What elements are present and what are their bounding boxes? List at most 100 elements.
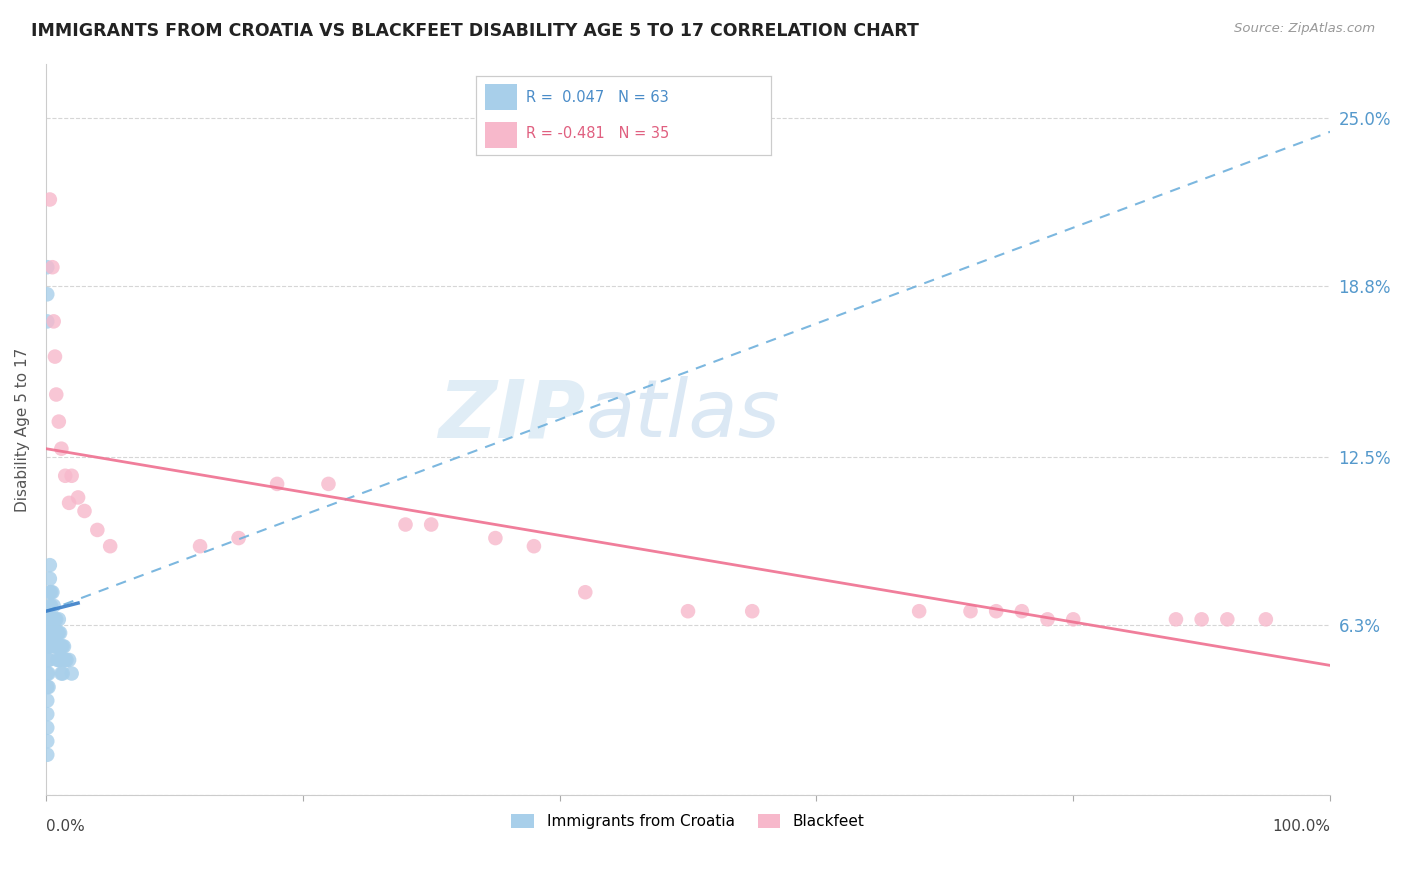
Point — [420, 517, 443, 532]
Text: ZIP: ZIP — [437, 376, 585, 454]
Point — [41, 260, 63, 275]
Point — [38, 653, 60, 667]
Y-axis label: Disability Age 5 to 17: Disability Age 5 to 17 — [15, 348, 30, 512]
Point — [67, 491, 90, 505]
Point — [1216, 612, 1239, 626]
Point — [986, 604, 1008, 618]
Point — [38, 599, 60, 613]
Point — [959, 604, 981, 618]
Point — [39, 599, 62, 613]
Point — [1191, 612, 1213, 626]
Point — [1036, 612, 1059, 626]
Point — [45, 626, 67, 640]
Point — [37, 734, 59, 748]
Point — [73, 504, 96, 518]
Point — [44, 626, 66, 640]
Point — [37, 314, 59, 328]
Point — [38, 585, 60, 599]
Point — [51, 442, 73, 456]
Point — [38, 626, 60, 640]
Point — [37, 693, 59, 707]
Point — [42, 640, 65, 654]
Point — [55, 653, 77, 667]
Point — [37, 747, 59, 762]
Point — [58, 653, 80, 667]
Point — [46, 653, 69, 667]
Point — [42, 612, 65, 626]
Point — [318, 476, 340, 491]
Point — [49, 626, 72, 640]
Point — [41, 626, 63, 640]
Point — [45, 640, 67, 654]
Point — [39, 612, 62, 626]
Point — [37, 680, 59, 694]
Point — [523, 539, 546, 553]
Text: 100.0%: 100.0% — [1272, 819, 1330, 834]
Point — [38, 612, 60, 626]
Point — [44, 612, 66, 626]
Point — [39, 585, 62, 599]
Point — [1254, 612, 1277, 626]
Point — [52, 666, 75, 681]
Point — [39, 626, 62, 640]
Point — [39, 626, 62, 640]
Point — [42, 599, 65, 613]
Point — [228, 531, 250, 545]
Point — [38, 193, 60, 207]
Point — [484, 531, 506, 545]
Point — [86, 523, 108, 537]
Point — [98, 539, 121, 553]
Point — [48, 612, 70, 626]
Point — [51, 666, 73, 681]
Point — [53, 468, 76, 483]
Point — [44, 640, 66, 654]
Point — [60, 666, 83, 681]
Point — [38, 626, 60, 640]
Point — [41, 585, 63, 599]
Point — [676, 604, 699, 618]
Point — [574, 585, 596, 599]
Point — [46, 626, 69, 640]
Point — [38, 653, 60, 667]
Legend: Immigrants from Croatia, Blackfeet: Immigrants from Croatia, Blackfeet — [505, 808, 870, 835]
Point — [52, 640, 75, 654]
Point — [741, 604, 763, 618]
Point — [37, 721, 59, 735]
Point — [188, 539, 211, 553]
Point — [39, 612, 62, 626]
Text: 0.0%: 0.0% — [46, 819, 84, 834]
Point — [48, 626, 70, 640]
Point — [58, 496, 80, 510]
Point — [38, 640, 60, 654]
Point — [48, 653, 70, 667]
Point — [38, 572, 60, 586]
Point — [37, 666, 59, 681]
Point — [45, 387, 67, 401]
Point — [49, 653, 72, 667]
Point — [38, 680, 60, 694]
Point — [1164, 612, 1187, 626]
Point — [45, 612, 67, 626]
Point — [38, 640, 60, 654]
Point — [52, 640, 75, 654]
Point — [1011, 604, 1033, 618]
Text: atlas: atlas — [585, 376, 780, 454]
Point — [42, 314, 65, 328]
Point — [1062, 612, 1084, 626]
Text: IMMIGRANTS FROM CROATIA VS BLACKFEET DISABILITY AGE 5 TO 17 CORRELATION CHART: IMMIGRANTS FROM CROATIA VS BLACKFEET DIS… — [31, 22, 918, 40]
Point — [48, 415, 70, 429]
Point — [41, 612, 63, 626]
Point — [37, 707, 59, 722]
Point — [38, 612, 60, 626]
Point — [38, 612, 60, 626]
Point — [394, 517, 416, 532]
Point — [60, 468, 83, 483]
Point — [38, 666, 60, 681]
Point — [51, 640, 73, 654]
Point — [908, 604, 931, 618]
Point — [53, 653, 76, 667]
Point — [42, 626, 65, 640]
Point — [37, 260, 59, 275]
Point — [44, 350, 66, 364]
Point — [38, 640, 60, 654]
